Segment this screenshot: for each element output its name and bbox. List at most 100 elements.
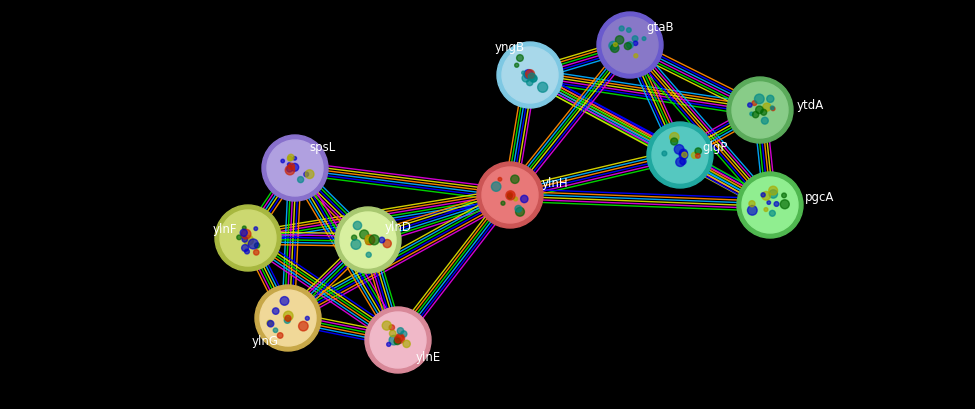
- Circle shape: [521, 195, 528, 203]
- Circle shape: [526, 79, 533, 85]
- Circle shape: [632, 36, 638, 41]
- Circle shape: [671, 138, 678, 145]
- Circle shape: [768, 186, 778, 195]
- Circle shape: [498, 178, 502, 181]
- Circle shape: [340, 212, 396, 268]
- Circle shape: [610, 44, 619, 52]
- Circle shape: [652, 127, 708, 183]
- Text: ylnF: ylnF: [213, 223, 237, 236]
- Circle shape: [289, 163, 294, 169]
- Circle shape: [285, 317, 291, 324]
- Circle shape: [477, 162, 543, 228]
- Circle shape: [277, 333, 283, 338]
- Circle shape: [397, 335, 404, 342]
- Circle shape: [755, 94, 764, 104]
- Circle shape: [760, 193, 765, 197]
- Circle shape: [281, 159, 285, 163]
- Circle shape: [242, 245, 249, 252]
- Circle shape: [262, 135, 328, 201]
- Circle shape: [291, 163, 298, 171]
- Circle shape: [767, 201, 770, 204]
- Circle shape: [643, 37, 645, 40]
- Circle shape: [524, 70, 533, 79]
- Circle shape: [613, 43, 617, 47]
- Text: ytdA: ytdA: [797, 99, 824, 112]
- Circle shape: [237, 235, 242, 240]
- Circle shape: [351, 240, 361, 249]
- Circle shape: [732, 82, 788, 138]
- Circle shape: [680, 158, 686, 164]
- Circle shape: [497, 42, 563, 108]
- Circle shape: [273, 328, 278, 333]
- Circle shape: [624, 43, 631, 49]
- Circle shape: [530, 75, 537, 82]
- Circle shape: [774, 202, 779, 207]
- Circle shape: [528, 73, 535, 80]
- Circle shape: [782, 193, 787, 198]
- Circle shape: [367, 252, 371, 257]
- Circle shape: [634, 41, 638, 45]
- Circle shape: [680, 149, 687, 157]
- Circle shape: [748, 205, 758, 215]
- Circle shape: [506, 191, 515, 200]
- Circle shape: [272, 308, 279, 315]
- Circle shape: [284, 311, 293, 321]
- Circle shape: [370, 312, 426, 368]
- Circle shape: [511, 175, 519, 183]
- Circle shape: [379, 237, 385, 243]
- Circle shape: [220, 210, 276, 266]
- Circle shape: [515, 205, 522, 212]
- Circle shape: [394, 338, 401, 345]
- Circle shape: [761, 117, 768, 124]
- Circle shape: [619, 26, 624, 31]
- Circle shape: [383, 239, 391, 248]
- Circle shape: [287, 318, 291, 321]
- Circle shape: [382, 321, 391, 330]
- Circle shape: [514, 197, 518, 201]
- Text: glgP: glgP: [702, 142, 727, 155]
- Circle shape: [682, 152, 687, 157]
- Circle shape: [403, 340, 410, 348]
- Circle shape: [769, 190, 777, 198]
- Circle shape: [240, 229, 248, 236]
- Circle shape: [526, 70, 534, 79]
- Circle shape: [662, 151, 667, 156]
- Text: yngB: yngB: [495, 41, 526, 54]
- Circle shape: [753, 112, 759, 118]
- Circle shape: [517, 55, 524, 61]
- Circle shape: [676, 157, 684, 166]
- Circle shape: [297, 177, 303, 183]
- Circle shape: [762, 103, 771, 111]
- Circle shape: [627, 28, 631, 32]
- Circle shape: [370, 235, 379, 245]
- Circle shape: [366, 236, 370, 240]
- Circle shape: [760, 109, 766, 115]
- Circle shape: [305, 316, 309, 320]
- Circle shape: [387, 342, 391, 346]
- Circle shape: [764, 208, 768, 211]
- Text: ylnH: ylnH: [542, 177, 568, 189]
- Circle shape: [771, 107, 775, 111]
- Text: ylnE: ylnE: [415, 351, 441, 364]
- Circle shape: [756, 106, 763, 114]
- Circle shape: [353, 221, 362, 229]
- Circle shape: [389, 330, 396, 337]
- Circle shape: [615, 36, 624, 44]
- Circle shape: [305, 170, 314, 179]
- Text: pgcA: pgcA: [805, 191, 835, 204]
- Circle shape: [515, 63, 519, 67]
- Circle shape: [242, 236, 248, 242]
- Circle shape: [285, 315, 291, 321]
- Circle shape: [286, 165, 294, 175]
- Circle shape: [395, 337, 401, 343]
- Circle shape: [254, 243, 259, 248]
- Circle shape: [769, 210, 775, 216]
- Circle shape: [215, 205, 281, 271]
- Circle shape: [647, 122, 713, 188]
- Circle shape: [770, 106, 774, 110]
- Circle shape: [254, 227, 257, 231]
- Circle shape: [780, 200, 790, 209]
- Circle shape: [516, 207, 525, 216]
- Circle shape: [737, 172, 803, 238]
- Circle shape: [244, 235, 254, 245]
